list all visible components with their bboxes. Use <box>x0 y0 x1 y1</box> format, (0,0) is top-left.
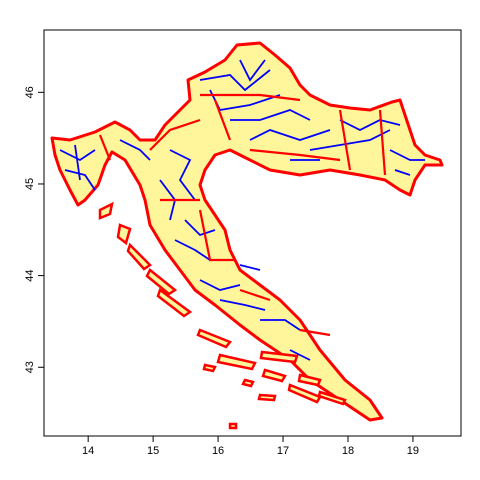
border <box>59 59 425 361</box>
plot-frame <box>43 29 462 437</box>
y-tick-label: 44 <box>24 269 36 281</box>
x-tick-label: 15 <box>147 445 159 457</box>
country-shape <box>50 41 444 430</box>
x-tick-label: 14 <box>82 445 94 457</box>
y-tick-label: 46 <box>24 86 36 98</box>
y-tick-label: 45 <box>24 178 36 190</box>
x-tick-label: 17 <box>277 445 289 457</box>
county-border <box>98 93 387 337</box>
x-tick-label: 16 <box>212 445 224 457</box>
x-tick-label: 18 <box>342 445 354 457</box>
municipal-borders <box>59 59 425 361</box>
y-tick-label: 43 <box>24 361 36 373</box>
island <box>98 201 347 430</box>
x-tick-label: 19 <box>407 445 419 457</box>
